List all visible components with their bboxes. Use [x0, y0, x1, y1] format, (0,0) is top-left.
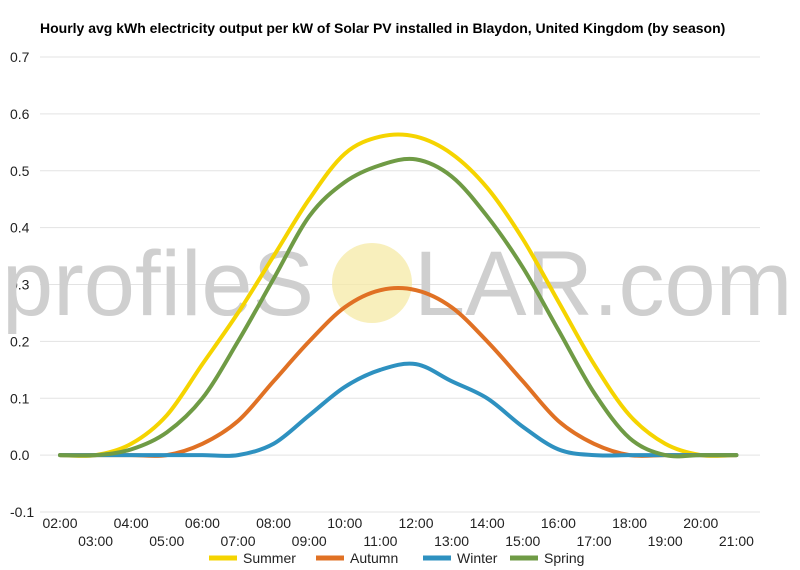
- y-tick-label: 0.5: [10, 163, 30, 179]
- watermark-text-right: LAR.com: [414, 233, 792, 335]
- legend-item-autumn[interactable]: Autumn: [316, 550, 398, 566]
- legend-label: Winter: [457, 550, 498, 566]
- x-tick-label: 06:00: [185, 515, 220, 531]
- legend-item-summer[interactable]: Summer: [209, 550, 296, 566]
- x-tick-label: 08:00: [256, 515, 291, 531]
- legend-label: Summer: [243, 550, 296, 566]
- x-tick-label: 15:00: [505, 533, 540, 549]
- y-tick-label: 0.2: [10, 333, 30, 349]
- y-tick-label: 0.0: [10, 447, 30, 463]
- series-line-winter: [58, 361, 739, 458]
- y-tick-label: 0.7: [10, 49, 30, 65]
- x-tick-label: 14:00: [470, 515, 505, 531]
- x-tick-label: 05:00: [149, 533, 184, 549]
- legend[interactable]: Summer Autumn Winter Spring: [209, 550, 584, 566]
- y-tick-label: -0.1: [10, 504, 34, 520]
- x-tick-label: 02:00: [42, 515, 77, 531]
- series-line-spring: [58, 156, 739, 459]
- x-tick-label: 09:00: [292, 533, 327, 549]
- x-tick-label: 20:00: [683, 515, 718, 531]
- legend-label: Autumn: [350, 550, 398, 566]
- x-axis-ticks: 02:0003:0004:0005:0006:0007:0008:0009:00…: [42, 515, 754, 549]
- x-tick-label: 12:00: [398, 515, 433, 531]
- series-lines: [58, 132, 739, 459]
- x-tick-label: 04:00: [114, 515, 149, 531]
- x-tick-label: 17:00: [576, 533, 611, 549]
- legend-item-spring[interactable]: Spring: [510, 550, 584, 566]
- x-tick-label: 07:00: [220, 533, 255, 549]
- y-tick-label: 0.1: [10, 390, 30, 406]
- series-line-summer: [58, 132, 739, 458]
- x-tick-label: 21:00: [719, 533, 754, 549]
- y-tick-label: 0.4: [10, 220, 30, 236]
- legend-item-winter[interactable]: Winter: [423, 550, 498, 566]
- x-tick-label: 19:00: [648, 533, 683, 549]
- watermark: profileS LAR.com: [2, 233, 792, 335]
- x-tick-label: 18:00: [612, 515, 647, 531]
- y-axis-ticks: -0.1 0.0 0.1 0.2 0.3 0.4 0.5 0.6 0.7: [10, 49, 34, 520]
- x-tick-label: 10:00: [327, 515, 362, 531]
- y-tick-label: 0.3: [10, 277, 30, 293]
- chart-title: Hourly avg kWh electricity output per kW…: [40, 20, 725, 36]
- x-tick-label: 03:00: [78, 533, 113, 549]
- y-tick-label: 0.6: [10, 106, 30, 122]
- watermark-text-left: profileS: [2, 233, 314, 335]
- x-tick-label: 11:00: [363, 533, 397, 549]
- watermark-sun-icon: [332, 243, 412, 323]
- legend-label: Spring: [544, 550, 584, 566]
- x-tick-label: 16:00: [541, 515, 576, 531]
- x-tick-label: 13:00: [434, 533, 469, 549]
